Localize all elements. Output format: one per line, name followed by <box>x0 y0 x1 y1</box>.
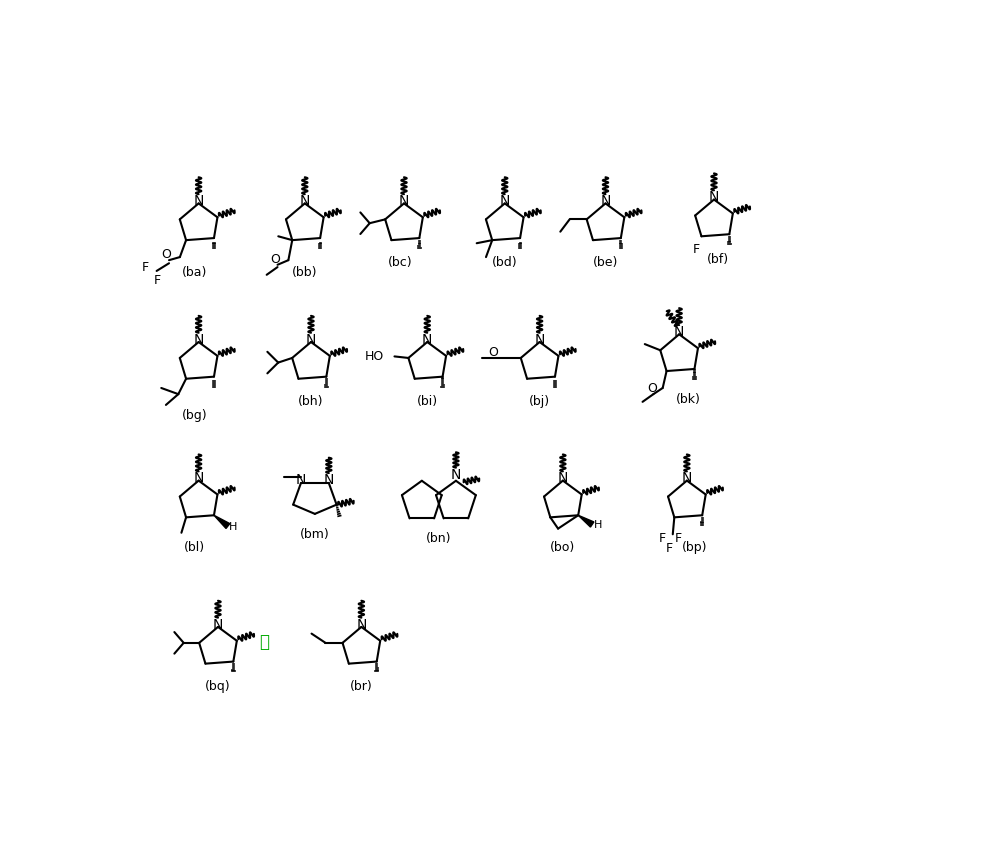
Text: N: N <box>674 325 684 339</box>
Text: (bd): (bd) <box>492 256 518 270</box>
Text: N: N <box>296 473 306 487</box>
Text: F: F <box>666 542 673 556</box>
Text: (bb): (bb) <box>292 266 318 279</box>
Text: N: N <box>213 618 223 631</box>
Text: (bi): (bi) <box>417 395 438 408</box>
Text: 或: 或 <box>260 633 270 651</box>
Text: N: N <box>500 194 510 208</box>
Text: N: N <box>600 194 611 208</box>
Text: (bn): (bn) <box>426 532 452 545</box>
Text: (bp): (bp) <box>682 541 707 554</box>
Polygon shape <box>214 515 230 529</box>
Text: N: N <box>682 471 692 486</box>
Text: N: N <box>193 194 204 208</box>
Text: O: O <box>161 249 171 261</box>
Text: F: F <box>675 533 682 545</box>
Text: N: N <box>558 471 568 486</box>
Text: N: N <box>306 333 316 346</box>
Text: H: H <box>594 520 603 530</box>
Text: F: F <box>154 275 161 287</box>
Text: N: N <box>422 333 432 346</box>
Text: N: N <box>193 471 204 486</box>
Text: (bg): (bg) <box>182 409 208 422</box>
Text: N: N <box>300 194 310 208</box>
Text: F: F <box>692 243 700 256</box>
Text: N: N <box>399 194 409 208</box>
Text: (bf): (bf) <box>707 253 729 266</box>
Polygon shape <box>578 515 594 527</box>
Text: N: N <box>356 618 367 631</box>
Text: F: F <box>658 533 665 545</box>
Text: (bq): (bq) <box>205 679 231 693</box>
Text: (bl): (bl) <box>184 541 205 554</box>
Text: N: N <box>709 191 719 204</box>
Text: N: N <box>324 473 334 487</box>
Text: (bm): (bm) <box>300 529 330 541</box>
Text: (bj): (bj) <box>529 395 550 408</box>
Text: H: H <box>229 522 238 532</box>
Text: (bc): (bc) <box>388 256 412 270</box>
Text: N: N <box>534 333 545 346</box>
Text: (br): (br) <box>350 679 373 693</box>
Text: N: N <box>451 469 461 482</box>
Text: O: O <box>488 346 498 359</box>
Text: F: F <box>142 261 149 274</box>
Text: N: N <box>193 333 204 346</box>
Text: (bh): (bh) <box>298 395 324 408</box>
Text: HO: HO <box>364 350 384 363</box>
Text: (be): (be) <box>593 256 618 270</box>
Text: (bo): (bo) <box>550 541 576 554</box>
Text: O: O <box>647 382 657 395</box>
Text: (bk): (bk) <box>676 394 701 406</box>
Text: (ba): (ba) <box>182 266 207 279</box>
Text: O: O <box>270 253 280 266</box>
